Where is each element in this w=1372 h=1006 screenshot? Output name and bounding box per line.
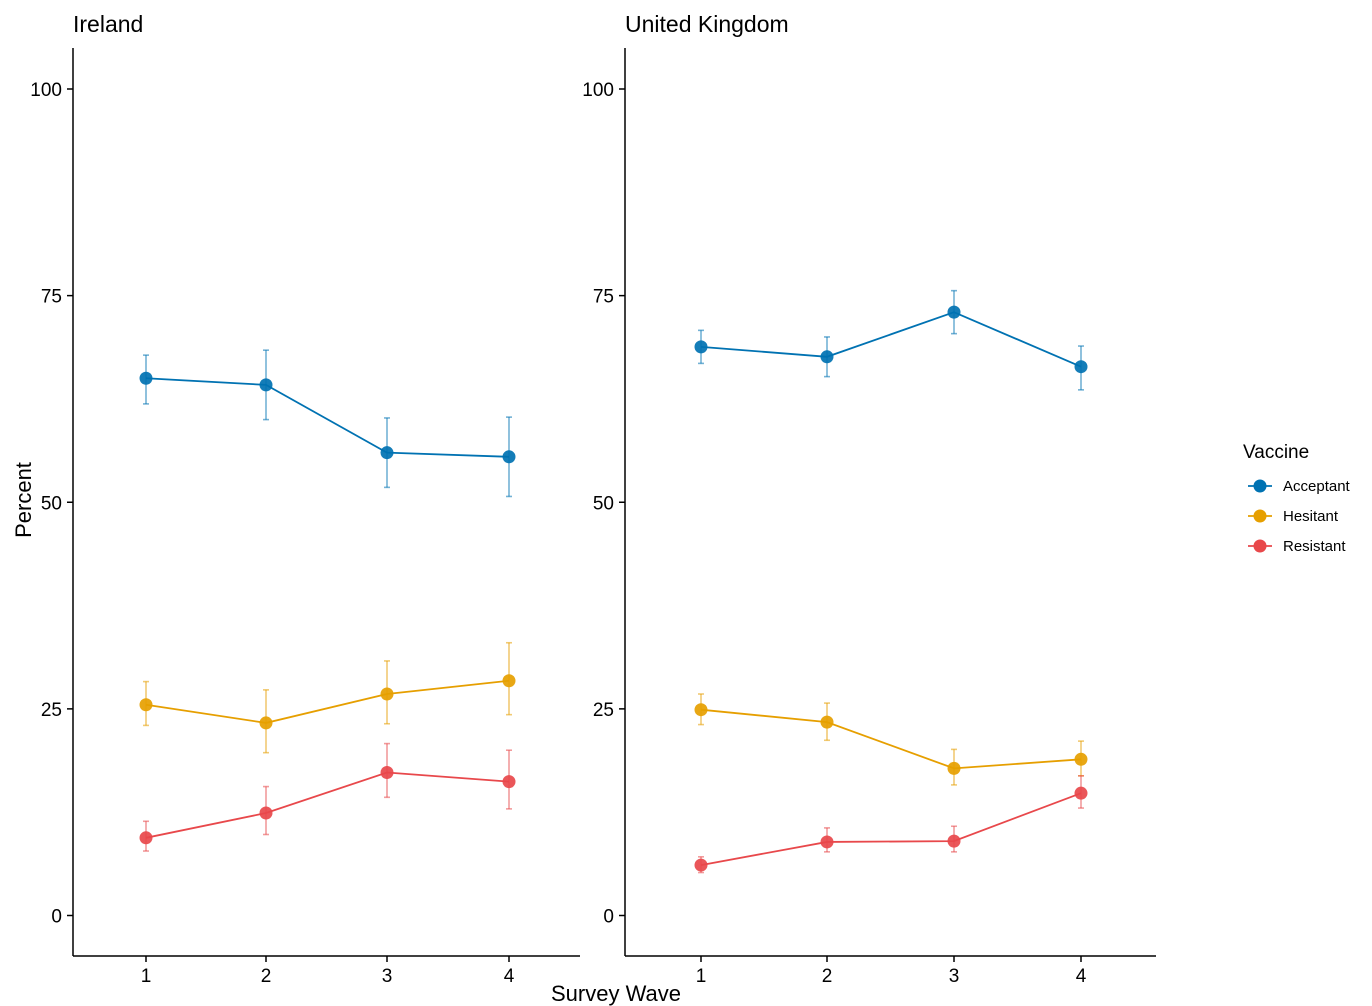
data-point bbox=[502, 674, 516, 688]
y-tick-label: 25 bbox=[593, 700, 614, 721]
series-line bbox=[700, 708, 1082, 770]
y-axis-title: Percent bbox=[11, 462, 36, 538]
series-line bbox=[145, 377, 510, 458]
data-point bbox=[139, 371, 153, 385]
x-tick-label: 2 bbox=[261, 966, 272, 987]
data-point bbox=[259, 716, 273, 730]
x-tick-label: 1 bbox=[696, 966, 707, 987]
y-tick-label: 50 bbox=[593, 493, 614, 514]
series-line bbox=[145, 679, 510, 724]
x-tick-label: 1 bbox=[141, 966, 152, 987]
legend-label: Resistant bbox=[1283, 538, 1346, 555]
data-point bbox=[380, 446, 394, 460]
data-point bbox=[1074, 752, 1088, 766]
data-point bbox=[1074, 786, 1088, 800]
panel: Ireland 0 25 50 75 100 1 2 3 4 bbox=[30, 11, 580, 987]
x-tick-label: 4 bbox=[1076, 966, 1087, 987]
data-point bbox=[502, 450, 516, 464]
series-line bbox=[700, 792, 1082, 866]
series-resistant bbox=[139, 742, 516, 852]
data-point bbox=[694, 703, 708, 717]
data-point bbox=[259, 806, 273, 820]
panel-title: United Kingdom bbox=[625, 11, 789, 37]
series-line bbox=[700, 311, 1082, 368]
data-point bbox=[139, 698, 153, 712]
data-point bbox=[380, 687, 394, 701]
y-tick-label: 75 bbox=[41, 287, 62, 308]
y-tick-label: 25 bbox=[41, 700, 62, 721]
data-point bbox=[947, 761, 961, 775]
data-point bbox=[947, 305, 961, 319]
x-axis-title: Survey Wave bbox=[551, 981, 681, 1006]
data-point bbox=[820, 350, 834, 364]
legend-key-point bbox=[1253, 479, 1267, 493]
data-point bbox=[694, 340, 708, 354]
data-point bbox=[820, 835, 834, 849]
data-point bbox=[139, 831, 153, 845]
legend-entry: Acceptant bbox=[1248, 478, 1351, 495]
y-tick-label: 100 bbox=[30, 80, 62, 101]
data-point bbox=[694, 858, 708, 872]
series-line bbox=[145, 771, 510, 839]
series-hesitant bbox=[694, 693, 1088, 786]
series-hesitant bbox=[139, 641, 516, 754]
x-tick-label: 3 bbox=[949, 966, 960, 987]
y-tick-label: 0 bbox=[603, 907, 614, 928]
data-point bbox=[502, 775, 516, 789]
panel: United Kingdom 0 25 50 75 100 1 2 3 4 bbox=[582, 11, 1156, 987]
data-point bbox=[1074, 360, 1088, 374]
legend-key-point bbox=[1253, 539, 1267, 553]
data-point bbox=[820, 715, 834, 729]
data-point bbox=[947, 834, 961, 848]
x-tick-label: 2 bbox=[822, 966, 833, 987]
legend-key-point bbox=[1253, 509, 1267, 523]
legend-entries: Acceptant Hesitant Resistant bbox=[1248, 478, 1351, 555]
x-tick-label: 3 bbox=[382, 966, 393, 987]
legend-title: Vaccine bbox=[1243, 442, 1309, 463]
data-point bbox=[380, 766, 394, 780]
series-acceptant bbox=[694, 289, 1088, 391]
panels-layer: Ireland 0 25 50 75 100 1 2 3 4 United Kingdom 0 25 50… bbox=[30, 11, 1156, 987]
y-tick-label: 75 bbox=[593, 287, 614, 308]
series-resistant bbox=[694, 775, 1088, 874]
legend-entry: Resistant bbox=[1248, 538, 1346, 555]
legend: Vaccine Acceptant Hesitant Resistant bbox=[1243, 442, 1351, 555]
y-tick-label: 0 bbox=[51, 907, 62, 928]
legend-label: Acceptant bbox=[1283, 478, 1351, 495]
legend-entry: Hesitant bbox=[1248, 508, 1339, 525]
y-tick-label: 100 bbox=[582, 80, 614, 101]
panel-title: Ireland bbox=[73, 11, 143, 37]
y-tick-label: 50 bbox=[41, 493, 62, 514]
data-point bbox=[259, 378, 273, 392]
legend-label: Hesitant bbox=[1283, 508, 1339, 525]
x-tick-label: 4 bbox=[504, 966, 515, 987]
series-acceptant bbox=[139, 349, 516, 498]
